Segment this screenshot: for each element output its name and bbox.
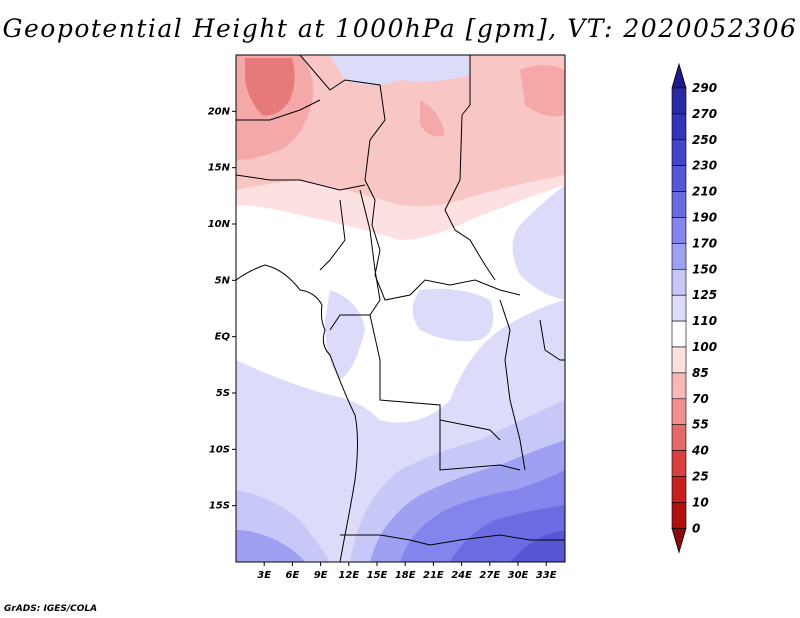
field-east-blue (512, 185, 565, 300)
colorbar-level-label: 290 (692, 81, 717, 95)
axis-ticks: 3E 6E 9E 12E 15E 18E 21E 24E 27E 30E 33E 20N 15N 10N 5… (208, 106, 557, 581)
lon-tick-label: 24E (451, 570, 472, 581)
lat-tick-label: 10N (208, 219, 231, 230)
angola-border (439, 420, 521, 471)
chad-sudan-border (444, 114, 496, 281)
colorbar-top-arrow (671, 62, 687, 89)
cameroon-border (329, 189, 381, 331)
lon-tick-label: 21E (423, 570, 444, 581)
colorbar-level-label: 125 (692, 288, 717, 302)
colorbar-level-label: 55 (692, 418, 709, 432)
central-border (299, 55, 521, 301)
namibia-border (340, 534, 565, 546)
colorbar-level-label: 0 (692, 521, 700, 535)
colorbar-bin (671, 372, 687, 400)
lat-tick-label: 10S (209, 444, 230, 455)
lon-tick-label: 9E (314, 570, 328, 581)
lon-tick-label: 12E (338, 570, 359, 581)
colorbar-level-label: 230 (692, 159, 717, 173)
colorbar-bin (671, 450, 687, 477)
egypt-border (461, 55, 471, 116)
sahel-border (236, 174, 366, 191)
borders (236, 55, 565, 562)
colorbar-bin (671, 139, 687, 167)
colorbar-bin (671, 165, 687, 192)
field-sw-170 (236, 530, 305, 562)
lon-tick-label: 27E (479, 570, 500, 581)
colorbar-bin (671, 502, 687, 529)
field-chad-pink (420, 100, 445, 137)
lat-tick-label: 15S (209, 501, 230, 512)
colorbar-bin (671, 113, 687, 141)
credit-text: GrADS: IGES/COLA (4, 604, 98, 614)
height-field (236, 55, 565, 562)
east-border (499, 299, 526, 471)
lon-tick-label: 3E (257, 570, 271, 581)
colorbar-bottom-arrow (671, 527, 687, 554)
colorbar-level-label: 110 (692, 314, 717, 328)
map-title: Geopotential Height at 1000hPa [gpm], VT… (2, 14, 798, 43)
lon-tick-label: 6E (286, 570, 300, 581)
colorbar-level-label: 170 (692, 236, 717, 250)
lat-tick-label: 5S (216, 388, 230, 399)
colorbar-level-label: 270 (692, 107, 717, 121)
colorbar-bin (671, 243, 687, 270)
lat-tick-label: 20N (208, 106, 231, 117)
colorbar-bin (671, 398, 687, 425)
lon-tick-label: 15E (367, 570, 388, 581)
field-ne-pink (520, 65, 565, 117)
colorbar-level-label: 40 (691, 444, 709, 458)
colorbar-level-label: 210 (692, 185, 717, 199)
colorbar-level-label: 70 (692, 392, 709, 406)
colorbar-level-label: 85 (692, 366, 709, 380)
colorbar-bin (671, 424, 687, 451)
lon-tick-label: 30E (508, 570, 529, 581)
colorbar-level-label: 10 (692, 495, 709, 509)
drc-border (369, 314, 501, 441)
lat-tick-label: 5N (215, 275, 231, 286)
lon-tick-label: 33E (536, 570, 557, 581)
field-55-70 (245, 58, 295, 116)
lake-border (539, 319, 565, 361)
west-coastline (236, 264, 358, 562)
map-frame (235, 54, 566, 563)
field-230-250 (510, 530, 565, 562)
field-85-100 (236, 55, 565, 207)
colorbar-level-label: 190 (692, 211, 717, 225)
colorbar-bin (671, 320, 687, 348)
lat-tick-label: EQ (215, 332, 231, 343)
north-border (236, 99, 321, 121)
field-gabon-blue (325, 290, 365, 380)
colorbar-level-label: 100 (692, 340, 717, 354)
lat-tick-label: 15N (208, 163, 231, 174)
field-congo-blue (412, 288, 494, 342)
colorbar-bin (671, 294, 687, 322)
colorbar-level-label: 250 (692, 133, 717, 147)
colorbar-bin (671, 191, 687, 218)
colorbar-bin (671, 87, 687, 115)
field-north-blue (330, 55, 470, 85)
colorbar-bin (671, 476, 687, 503)
colorbar-bin (671, 217, 687, 244)
colorbar-bin (671, 346, 687, 374)
colorbar: 2902702502302101901701501251101008570554… (671, 62, 717, 554)
colorbar-level-label: 25 (692, 470, 709, 484)
colorbar-bin (671, 268, 687, 296)
nigeria-border (319, 199, 346, 271)
lon-tick-label: 18E (395, 570, 416, 581)
colorbar-level-label: 150 (692, 262, 717, 276)
